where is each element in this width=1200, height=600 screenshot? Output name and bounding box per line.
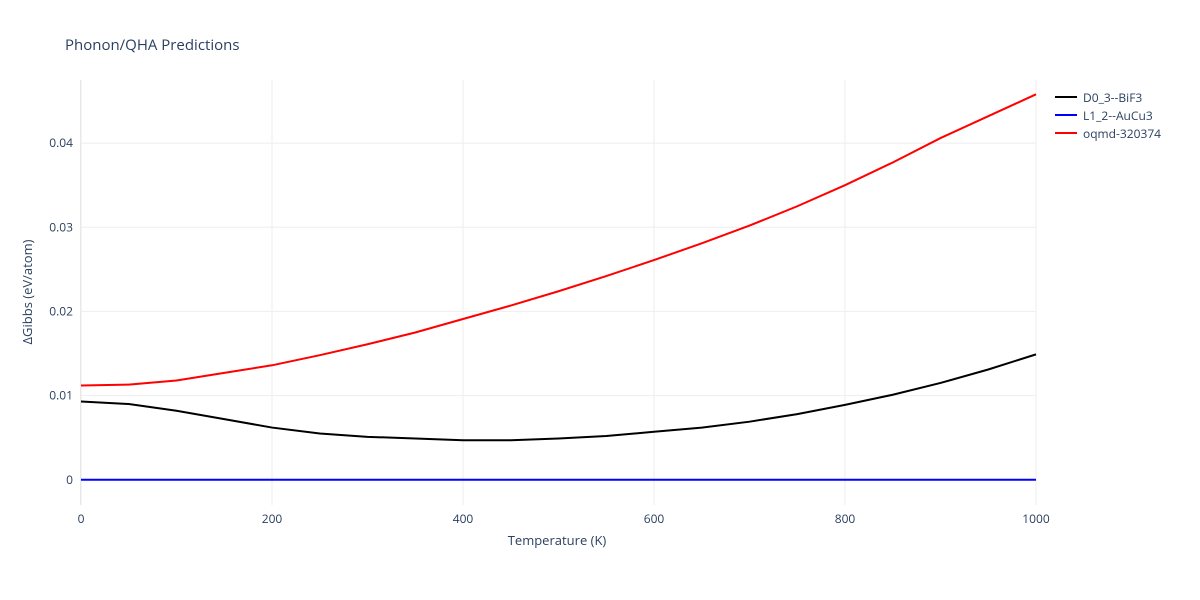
- legend-item[interactable]: oqmd-320374: [1055, 124, 1161, 142]
- svg-text:1000: 1000: [1022, 510, 1050, 527]
- svg-text:0.01: 0.01: [49, 387, 73, 404]
- svg-text:0.02: 0.02: [49, 302, 73, 319]
- legend-label: oqmd-320374: [1083, 125, 1161, 142]
- legend: D0_3--BiF3 L1_2--AuCu3 oqmd-320374: [1055, 88, 1161, 142]
- legend-label: L1_2--AuCu3: [1083, 107, 1153, 124]
- chart-title: Phonon/QHA Predictions: [65, 35, 240, 55]
- svg-text:0: 0: [78, 510, 85, 527]
- svg-text:0.04: 0.04: [49, 134, 73, 151]
- x-axis-label: Temperature (K): [508, 531, 607, 549]
- x-tick-labels: 0 200 400 600 800 1000: [78, 510, 1050, 527]
- legend-swatch: [1055, 114, 1077, 116]
- svg-text:600: 600: [644, 510, 665, 527]
- series-line[interactable]: [81, 354, 1036, 440]
- svg-text:0: 0: [66, 471, 73, 488]
- plot-area[interactable]: 00.010.020.030.04 02004006008001000: [80, 80, 1036, 505]
- svg-text:0.03: 0.03: [49, 218, 73, 235]
- chart-container: Phonon/QHA Predictions 00.010.020.030.04…: [0, 0, 1200, 600]
- line-series: [81, 94, 1036, 479]
- svg-text:200: 200: [262, 510, 283, 527]
- legend-item[interactable]: D0_3--BiF3: [1055, 88, 1161, 106]
- legend-label: D0_3--BiF3: [1083, 89, 1142, 106]
- svg-text:800: 800: [835, 510, 856, 527]
- legend-swatch: [1055, 132, 1077, 134]
- svg-text:400: 400: [453, 510, 474, 527]
- y-axis-label: ΔGibbs (eV/atom): [18, 239, 36, 344]
- legend-swatch: [1055, 96, 1077, 98]
- legend-item[interactable]: L1_2--AuCu3: [1055, 106, 1161, 124]
- y-tick-labels: 0 0.01 0.02 0.03 0.04: [49, 134, 73, 488]
- series-line[interactable]: [81, 94, 1036, 385]
- grid-lines: [81, 80, 1036, 505]
